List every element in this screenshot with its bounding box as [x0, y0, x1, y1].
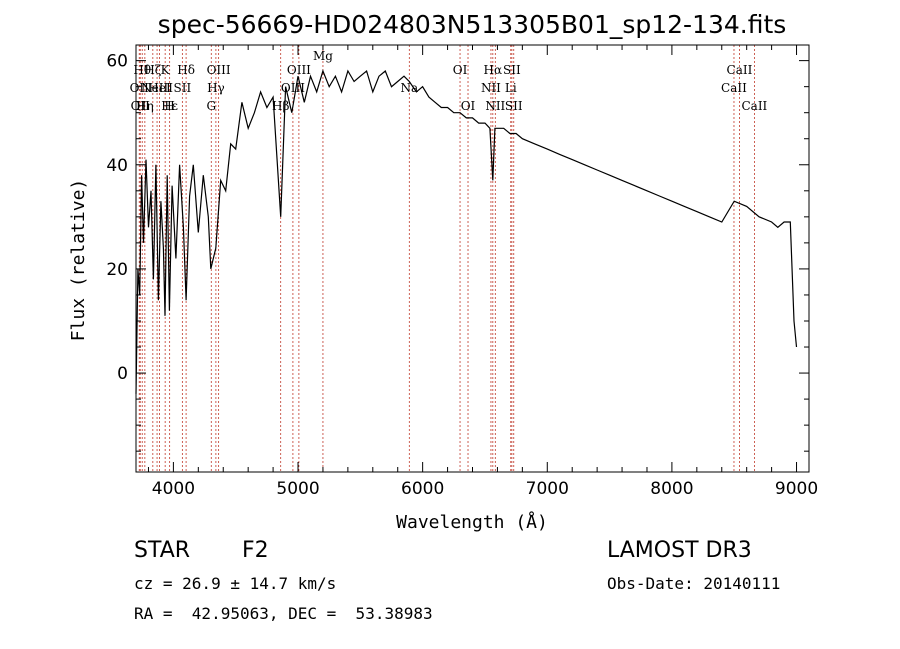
line-marker-label: OIII: [287, 63, 311, 77]
line-marker-label: OII: [131, 99, 151, 113]
line-marker-label: Hδ: [177, 63, 195, 77]
line-marker-label: CaII: [741, 99, 767, 113]
y-tick-label: 40: [106, 156, 128, 176]
line-marker-label: HeI: [148, 81, 171, 95]
line-marker-label: NII: [481, 81, 501, 95]
line-marker-label: H: [164, 99, 174, 113]
line-marker-label: SII: [503, 63, 521, 77]
line-marker-label: G: [206, 99, 216, 113]
y-tick-label: 20: [106, 260, 128, 280]
line-marker-label: Hα: [484, 63, 503, 77]
x-tick-label: 8000: [650, 479, 693, 499]
line-marker-label: Na: [400, 81, 418, 95]
line-marker-label: NeIII: [141, 81, 173, 95]
line-marker-label: SII: [174, 81, 192, 95]
x-tick-label: 6000: [401, 479, 444, 499]
line-marker-label: OII: [130, 81, 150, 95]
line-marker-label: Hθ: [133, 63, 151, 77]
y-axis-label: Flux (relative): [68, 179, 89, 342]
y-tick-label: 0: [117, 364, 128, 384]
subclass: F2: [242, 538, 269, 563]
x-axis-ticks: 4000 5000 6000 7000 8000 9000: [147, 45, 818, 499]
object-class: STAR: [134, 538, 191, 563]
line-marker-label: OI: [461, 99, 476, 113]
line-marker-label: OI: [453, 63, 468, 77]
x-tick-label: 7000: [526, 479, 569, 499]
line-marker-label: CaII: [727, 63, 753, 77]
survey-name: LAMOST DR3: [607, 538, 752, 563]
x-tick-label: 5000: [276, 479, 319, 499]
line-marker-label: Hβ: [272, 99, 289, 113]
observation-date: Obs-Date: 20140111: [607, 574, 781, 593]
redshift-velocity: cz = 26.9 ± 14.7 km/s: [134, 574, 337, 593]
coordinates: RA = 42.95063, DEC = 53.38983: [134, 604, 433, 623]
line-marker-label: Hγ: [207, 81, 225, 95]
line-marker-label: CaII: [721, 81, 747, 95]
x-axis-label: Wavelength (Å): [396, 511, 548, 533]
line-marker-label: Hη: [136, 99, 154, 113]
emission-line-markers: [138, 45, 755, 472]
x-tick-label: 4000: [152, 479, 195, 499]
y-axis-ticks: 0 20 40 60: [106, 52, 809, 452]
x-tick-label: 9000: [775, 479, 818, 499]
line-marker-label: Li: [505, 81, 517, 95]
line-marker-label: NII: [485, 99, 505, 113]
y-tick-label: 60: [106, 52, 128, 72]
line-marker-label: Mg: [313, 49, 333, 63]
spectrum-series-line: [135, 69, 798, 394]
line-marker-label: K: [161, 63, 171, 77]
line-marker-label: SII: [505, 99, 523, 113]
chart-title: spec-56669-HD024803N513305B01_sp12-134.f…: [158, 10, 787, 39]
line-marker-label: OIII: [207, 63, 231, 77]
line-marker-label: Hε: [161, 99, 178, 113]
line-marker-label: Hζ: [144, 63, 161, 77]
